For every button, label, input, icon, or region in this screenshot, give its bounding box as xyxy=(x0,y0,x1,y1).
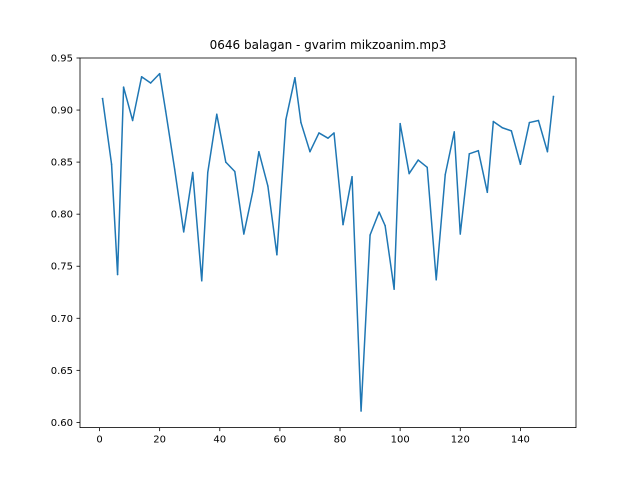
data-point xyxy=(378,211,380,213)
data-point xyxy=(384,224,386,227)
data-point xyxy=(234,170,236,173)
series-line xyxy=(101,72,555,412)
data-point xyxy=(393,288,395,290)
y-tick-label: 0.65 xyxy=(51,366,73,377)
x-tick-label: 80 xyxy=(334,435,347,446)
data-point xyxy=(552,95,555,98)
x-axis: 0 20 40 60 80 100 120 140 xyxy=(96,427,530,446)
x-tick-label: 60 xyxy=(274,435,287,446)
data-point xyxy=(300,121,302,124)
data-point xyxy=(444,173,446,176)
x-tick-label: 40 xyxy=(213,435,226,446)
series-points xyxy=(101,72,555,412)
x-tick-label: 100 xyxy=(391,435,410,446)
data-point xyxy=(360,410,362,412)
y-tick-label: 0.75 xyxy=(51,262,73,273)
data-point xyxy=(318,132,320,134)
data-point xyxy=(477,149,480,152)
data-point xyxy=(486,191,489,194)
y-axis: 0.60 0.65 0.70 0.75 0.80 0.85 0.90 0.95 xyxy=(51,54,80,429)
y-tick-label: 0.70 xyxy=(51,314,73,325)
data-point xyxy=(492,120,495,123)
data-point xyxy=(342,223,344,226)
data-point xyxy=(309,150,311,153)
data-point xyxy=(501,127,504,129)
data-point xyxy=(252,190,254,193)
data-point xyxy=(258,150,260,153)
data-point xyxy=(459,233,462,235)
x-tick-label: 0 xyxy=(96,435,102,446)
data-point xyxy=(426,166,428,169)
data-point xyxy=(207,171,209,174)
plot-frame xyxy=(79,57,577,429)
data-point xyxy=(110,163,113,165)
data-point xyxy=(369,234,371,236)
x-tick-label: 120 xyxy=(451,435,470,446)
data-point xyxy=(122,86,125,88)
data-point xyxy=(140,75,143,78)
data-point xyxy=(225,161,227,163)
data-point xyxy=(417,159,419,161)
data-point xyxy=(351,175,353,178)
data-point xyxy=(468,153,471,155)
data-point xyxy=(399,122,401,125)
data-point xyxy=(510,130,513,132)
y-tick-label: 0.85 xyxy=(51,158,73,169)
data-point xyxy=(285,118,287,121)
data-point xyxy=(546,150,549,153)
data-point xyxy=(333,132,335,134)
data-point xyxy=(173,168,176,171)
data-point xyxy=(164,110,167,112)
data-point xyxy=(327,137,329,139)
data-point xyxy=(101,97,104,100)
data-point xyxy=(276,254,278,256)
y-tick-label: 0.90 xyxy=(51,106,73,117)
data-point xyxy=(435,279,437,281)
data-point xyxy=(158,72,161,75)
data-point xyxy=(294,77,296,79)
data-point xyxy=(243,233,245,235)
y-tick-label: 0.95 xyxy=(51,54,73,65)
data-point xyxy=(537,119,540,122)
data-point xyxy=(200,280,203,282)
data-point xyxy=(131,119,134,122)
data-point xyxy=(216,113,218,115)
data-point xyxy=(528,121,531,124)
x-tick-label: 140 xyxy=(511,435,530,446)
data-point xyxy=(116,273,119,276)
data-point xyxy=(267,185,269,187)
data-point xyxy=(149,82,152,84)
y-tick-label: 0.80 xyxy=(51,210,73,221)
data-point xyxy=(191,171,194,174)
data-point xyxy=(182,231,185,233)
x-tick-label: 20 xyxy=(153,435,166,446)
chart-title: 0646 balagan - gvarim mikzoanim.mp3 xyxy=(210,38,447,52)
data-point xyxy=(408,172,410,175)
y-tick-label: 0.60 xyxy=(51,418,73,429)
data-point xyxy=(519,163,522,165)
data-point xyxy=(453,131,456,133)
